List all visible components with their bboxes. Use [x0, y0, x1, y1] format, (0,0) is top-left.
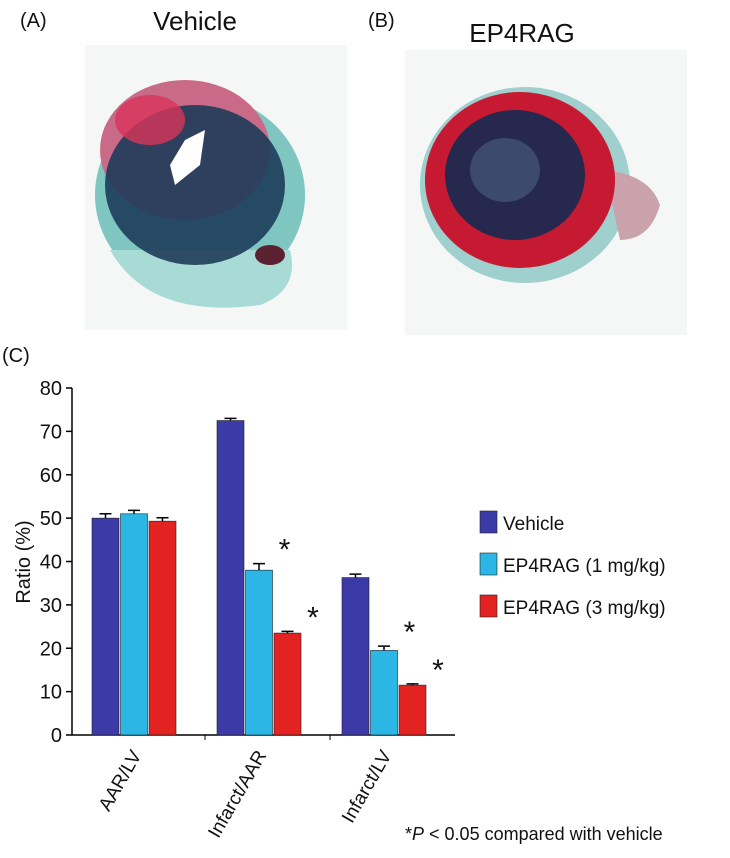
legend-label: EP4RAG (1 mg/kg): [503, 556, 666, 577]
error-bar: [156, 516, 169, 522]
panel-title: Vehicle: [153, 6, 237, 36]
bar: [91, 517, 120, 736]
y-tick-label: 50: [40, 508, 62, 530]
error-bar: [99, 513, 112, 519]
legend-swatch: [479, 510, 498, 534]
y-tick-label: 30: [40, 595, 62, 617]
bar: [370, 650, 398, 736]
y-axis-label: Ratio (%): [13, 520, 35, 603]
y-tick-label: 40: [40, 552, 62, 574]
panel-label: (B): [368, 10, 395, 32]
footnote: *P < 0.05 compared with vehicle: [405, 824, 663, 844]
error-bar: [378, 645, 390, 651]
error-bar: [128, 509, 140, 514]
bar: [245, 569, 273, 736]
legend-swatch: [479, 594, 498, 618]
significance-mark: *: [432, 654, 444, 687]
y-tick-label: 70: [40, 421, 62, 443]
significance-mark: *: [404, 616, 416, 649]
photo-vehicle: [85, 45, 347, 330]
y-tick-label: 20: [40, 638, 62, 660]
error-bar: [349, 573, 362, 578]
bar: [398, 684, 427, 736]
y-tick-label: 60: [40, 465, 62, 487]
error-bar: [281, 630, 294, 634]
legend-label: Vehicle: [503, 514, 564, 535]
photo-ep4rag: [405, 50, 687, 335]
y-tick-label: 80: [40, 378, 62, 400]
legend-swatch: [479, 552, 498, 576]
bar: [216, 420, 245, 736]
x-tick-label: AAR/LV: [95, 747, 146, 815]
footnote-part: P: [412, 824, 424, 844]
bar: [273, 632, 302, 736]
bar: [148, 520, 177, 736]
panel-title: EP4RAG: [469, 18, 575, 48]
y-tick-label: 10: [40, 682, 62, 704]
significance-mark: *: [307, 601, 319, 634]
significance-mark: *: [279, 534, 291, 567]
error-bar: [224, 417, 237, 421]
bar: [120, 513, 148, 736]
error-bar: [253, 562, 265, 571]
x-tick-label: Infarct/LV: [338, 747, 396, 827]
legend-label: EP4RAG (3 mg/kg): [503, 598, 666, 619]
error-bar: [406, 683, 419, 686]
y-tick-label: 0: [51, 725, 62, 747]
footnote-part: *: [405, 824, 412, 844]
footnote-part: < 0.05 compared with vehicle: [424, 824, 663, 844]
panel-label: (C): [2, 345, 30, 367]
panel-label: (A): [20, 10, 47, 32]
bar: [341, 577, 370, 736]
x-tick-label: Infarct/AAR: [205, 747, 272, 842]
